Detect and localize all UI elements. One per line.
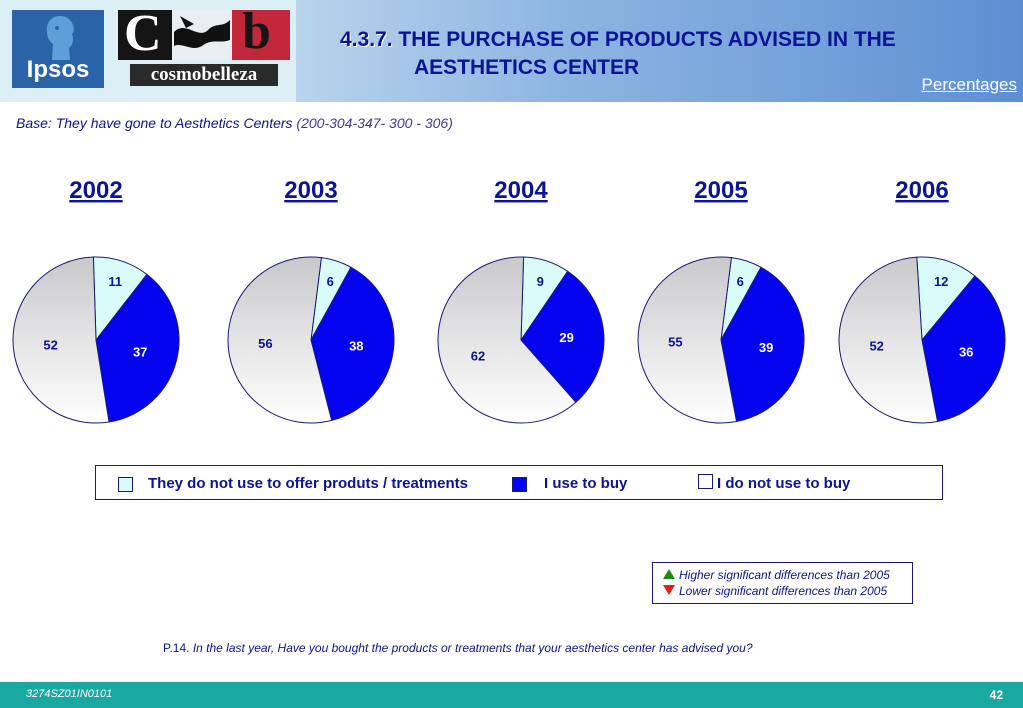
- slice-not-buy-2002: [12, 256, 110, 424]
- data-label-not-offer-2002: 11: [108, 274, 122, 289]
- slice-use-to-buy-2004: [520, 270, 605, 403]
- slice-use-to-buy-2005: [720, 266, 805, 423]
- footer: 3274SZ01IN0101 42: [0, 682, 1023, 708]
- pie-title-2006: 2006: [895, 177, 948, 204]
- significance-lower: Lower significant differences than 2005: [663, 584, 887, 598]
- pie-2003: 2003 6 38 56: [227, 177, 395, 424]
- slice-not-buy-2005: [637, 256, 738, 424]
- page-number: 42: [989, 688, 1003, 702]
- pie-2006: 2006 12 36 52: [838, 177, 1006, 424]
- logo-tile-c: C: [118, 5, 172, 62]
- base-text: Base: They have gone to Aesthetics Cente…: [16, 115, 293, 131]
- question-note: P.14. In the last year, Have you bought …: [163, 641, 753, 655]
- slice-not-buy-2004: [437, 256, 577, 424]
- logo-letter-c: C: [124, 5, 162, 62]
- data-label-not-offer-2005: 6: [737, 274, 744, 289]
- face-icon: [46, 16, 74, 60]
- question-text: In the last year, Have you bought the pr…: [192, 641, 753, 655]
- data-label-not-offer-2006: 12: [934, 274, 948, 289]
- data-label-not-offer-2003: 6: [327, 274, 334, 289]
- figure-icon: [174, 16, 230, 48]
- slice-use-to-buy-2006: [921, 275, 1006, 423]
- slice-use-to-buy-2002: [95, 273, 180, 423]
- pie-2005: 2005 6 39 55: [637, 177, 805, 424]
- title-line-1: THE PURCHASE OF PRODUCTS ADVISED IN THE: [398, 28, 896, 51]
- pie-title-2004: 2004: [494, 177, 548, 204]
- logo-panel: Ipsos C b cosmobelleza: [0, 0, 296, 102]
- data-label-use-to-buy-2006: 36: [959, 344, 973, 359]
- data-label-use-to-buy-2004: 29: [559, 330, 573, 345]
- data-label-not-buy-2002: 52: [43, 337, 57, 352]
- legend-swatch-not-offer: [118, 477, 133, 492]
- triangle-down-icon: [663, 585, 675, 595]
- cosmobelleza-logo: C b cosmobelleza: [118, 3, 290, 90]
- slice-not-buy-2003: [227, 256, 333, 424]
- pie-2004: 2004 9 29 62: [437, 177, 605, 424]
- significance-higher-text: Higher significant differences than 2005: [679, 568, 890, 582]
- significance-box: Higher significant differences than 2005…: [652, 562, 913, 604]
- pie-title-2003: 2003: [284, 177, 337, 204]
- data-label-not-offer-2004: 9: [537, 274, 544, 289]
- logo-letter-b: b: [242, 3, 271, 60]
- data-label-use-to-buy-2003: 38: [349, 339, 363, 354]
- header: Ipsos C b cosmobelleza 4.3.7. THE PURCHA…: [0, 0, 1023, 102]
- percentages-link[interactable]: Percentages: [921, 75, 1017, 94]
- legend: They do not use to offer produts / treat…: [95, 465, 943, 500]
- title-number: 4.3.7.: [340, 28, 393, 51]
- ipsos-logo-text: Ipsos: [26, 56, 90, 83]
- significance-lower-text: Lower significant differences than 2005: [679, 584, 888, 598]
- data-label-not-buy-2003: 56: [258, 336, 272, 351]
- data-label-not-buy-2006: 52: [869, 339, 883, 354]
- legend-label-not-buy: I do not use to buy: [717, 475, 851, 492]
- pie-title-2005: 2005: [694, 177, 747, 204]
- data-label-use-to-buy-2002: 37: [133, 344, 147, 359]
- base-note: Base: They have gone to Aesthetics Cente…: [16, 115, 453, 131]
- title-panel: [296, 0, 1023, 102]
- question-code: P.14.: [163, 641, 190, 655]
- legend-swatch-use-to-buy: [512, 477, 527, 492]
- logo-tile-figure: [172, 10, 232, 60]
- base-codes: (200-304-347- 300 - 306): [296, 115, 453, 131]
- cosmobelleza-logo-text: cosmobelleza: [130, 64, 278, 86]
- pie-title-2002: 2002: [69, 177, 122, 204]
- ipsos-logo: Ipsos: [12, 10, 104, 88]
- slice-not-buy-2006: [838, 256, 939, 424]
- slice-not-offer-2006: [916, 256, 976, 342]
- title-line-2: AESTHETICS CENTER: [414, 56, 640, 79]
- data-label-use-to-buy-2005: 39: [759, 340, 773, 355]
- legend-label-not-offer: They do not use to offer produts / treat…: [148, 475, 469, 492]
- legend-label-use-to-buy: I use to buy: [544, 475, 628, 492]
- page-title: 4.3.7. THE PURCHASE OF PRODUCTS ADVISED …: [340, 26, 1000, 82]
- pie-2002: 2002 11 37 52: [12, 177, 180, 424]
- logo-tile-b: b: [232, 3, 290, 60]
- pie-charts: 2002113752200363856200492962200563955200…: [12, 177, 1006, 424]
- slice-use-to-buy-2003: [310, 266, 395, 421]
- significance-higher: Higher significant differences than 2005: [663, 568, 890, 582]
- data-label-not-buy-2005: 55: [668, 334, 682, 349]
- triangle-up-icon: [663, 569, 675, 579]
- legend-swatch-not-buy: [698, 474, 713, 489]
- data-label-not-buy-2004: 62: [471, 349, 485, 364]
- footer-code: 3274SZ01IN0101: [26, 688, 113, 700]
